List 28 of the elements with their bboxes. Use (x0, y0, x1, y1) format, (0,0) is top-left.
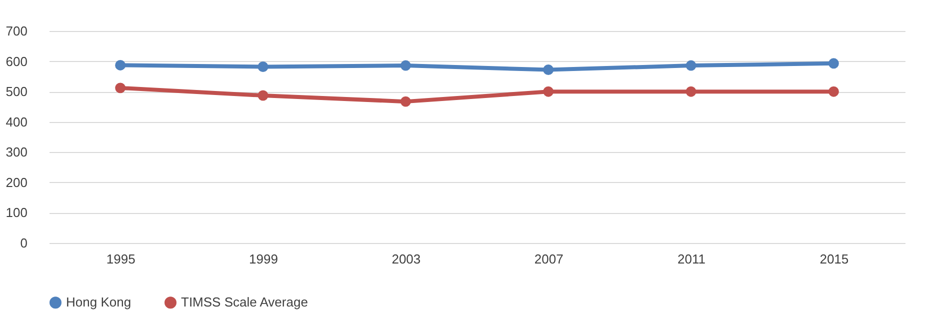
legend-label: TIMSS Scale Average (181, 294, 308, 310)
y-tick-label: 400 (6, 114, 28, 130)
point (543, 64, 554, 75)
x-tick-label: 1999 (249, 252, 278, 266)
point (400, 96, 411, 107)
y-tick-label: 500 (6, 84, 28, 100)
point (543, 86, 554, 97)
y-tick-label: 700 (6, 24, 28, 38)
point (686, 60, 696, 71)
y-tick-label: 0 (20, 236, 28, 250)
point (115, 82, 126, 94)
point (686, 86, 696, 97)
x-tick-label: 1995 (106, 252, 136, 266)
point (828, 58, 839, 69)
point (828, 86, 839, 97)
x-tick-label: 2015 (820, 252, 849, 266)
point (258, 62, 268, 72)
point (258, 90, 268, 101)
y-tick-label: 100 (6, 205, 28, 220)
legend-label: Hong Kong (66, 294, 132, 310)
y-tick-label: 200 (6, 174, 28, 190)
x-tick-label: 2011 (678, 252, 706, 266)
point (400, 60, 411, 71)
x-tick-label: 2003 (392, 252, 421, 266)
y-tick-label: 300 (6, 144, 28, 160)
x-tick-label: 2007 (534, 252, 564, 266)
y-tick-label: 600 (6, 54, 28, 69)
point (115, 60, 126, 70)
